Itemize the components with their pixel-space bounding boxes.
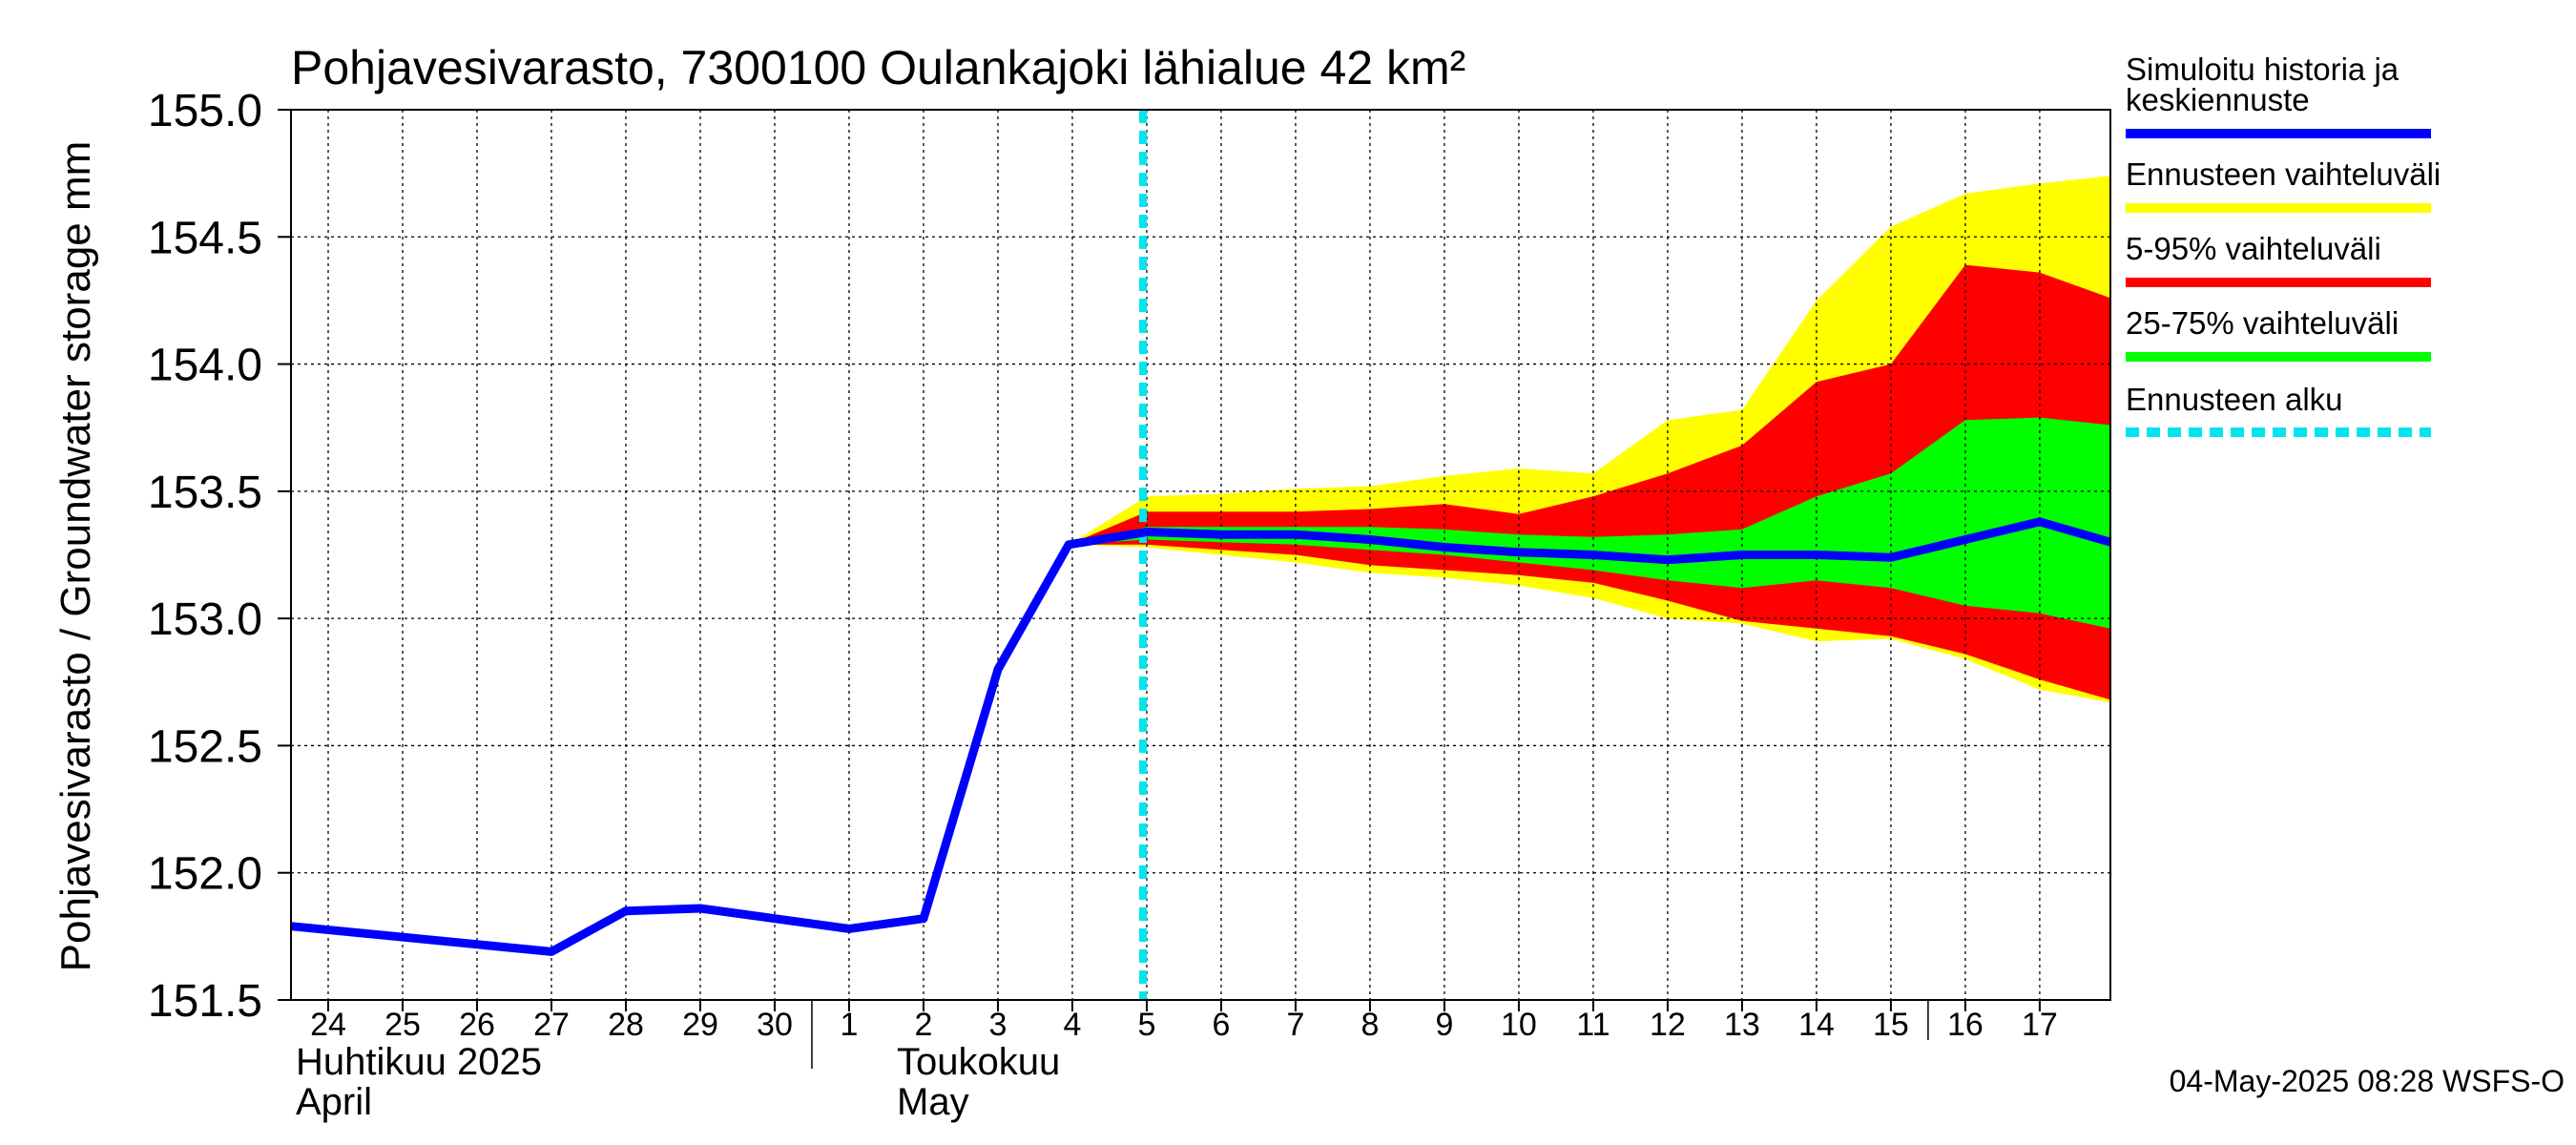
x-tick-label-17: 11 — [1576, 1007, 1610, 1043]
x-tick-label-23: 17 — [2022, 1007, 2058, 1043]
legend-label-hist-2: keskiennuste — [2126, 82, 2310, 117]
legend-label-hist: Simuloitu historia ja — [2126, 52, 2399, 87]
x-tick-label-13: 7 — [1286, 1007, 1304, 1043]
y-tick-label-1: 152.0 — [148, 849, 262, 900]
x-tick-label-19: 13 — [1724, 1007, 1760, 1043]
band-1 — [1069, 264, 2110, 700]
x-tick-label-6: 30 — [757, 1007, 793, 1043]
y-axis-label: Pohjavesivarasto / Groundwater storage m… — [52, 141, 99, 972]
x-tick-label-20: 14 — [1798, 1007, 1835, 1043]
x-tick-label-14: 8 — [1361, 1007, 1379, 1043]
y-tick-label-5: 154.0 — [148, 341, 262, 391]
month-label-en-0: April — [296, 1081, 372, 1123]
legend-label-p25_75: 25-75% vaihteluväli — [2126, 305, 2399, 341]
timestamp: 04-May-2025 08:28 WSFS-O — [2170, 1064, 2565, 1098]
plot-frame — [290, 109, 2111, 1001]
x-tick-label-1: 25 — [384, 1007, 421, 1043]
x-tick-label-4: 28 — [608, 1007, 644, 1043]
month-label-1: Toukokuu — [897, 1041, 1060, 1083]
band-2 — [1069, 417, 2110, 629]
series-lines — [290, 110, 2112, 1000]
forecast-bands — [1069, 176, 2110, 703]
x-tick-label-16: 10 — [1501, 1007, 1537, 1043]
y-tick-label-2: 152.5 — [148, 721, 262, 772]
month-label-0: Huhtikuu 2025 — [296, 1041, 542, 1083]
chart-title: Pohjavesivarasto, 7300100 Oulankajoki lä… — [291, 41, 1465, 94]
grid-lines — [291, 109, 2110, 1001]
x-tick-label-9: 3 — [989, 1007, 1008, 1043]
legend-label-range: Ennusteen vaihteluväli — [2126, 156, 2441, 192]
legend-label-p5_95: 5-95% vaihteluväli — [2126, 231, 2381, 266]
y-tick-label-6: 154.5 — [148, 213, 262, 263]
y-tick-label-3: 153.0 — [148, 594, 262, 645]
x-tick-label-7: 1 — [841, 1007, 859, 1043]
y-tick-label-0: 151.5 — [148, 976, 262, 1027]
x-tick-label-22: 16 — [1947, 1007, 1984, 1043]
y-tick-label-7: 155.0 — [148, 86, 262, 136]
x-tick-label-12: 6 — [1212, 1007, 1230, 1043]
x-tick-label-15: 9 — [1435, 1007, 1453, 1043]
month-label-en-1: May — [897, 1081, 969, 1123]
x-tick-label-21: 15 — [1873, 1007, 1909, 1043]
x-tick-label-5: 29 — [682, 1007, 718, 1043]
x-tick-label-3: 27 — [533, 1007, 570, 1043]
axes: 151.5 152.0 152.5 153.0 153.5 154.0 154.5 155.0… — [148, 86, 2058, 1123]
x-tick-label-11: 5 — [1137, 1007, 1155, 1043]
series-line-0 — [290, 517, 2112, 956]
plot-border — [290, 109, 2111, 1001]
x-tick-label-2: 26 — [459, 1007, 495, 1043]
x-tick-label-18: 12 — [1650, 1007, 1686, 1043]
legend-label-start: Ennusteen alku — [2126, 382, 2343, 417]
x-tick-label-10: 4 — [1063, 1007, 1081, 1043]
x-tick-label-0: 24 — [310, 1007, 346, 1043]
x-tick-label-8: 2 — [915, 1007, 933, 1043]
y-tick-label-4: 153.5 — [148, 468, 262, 518]
